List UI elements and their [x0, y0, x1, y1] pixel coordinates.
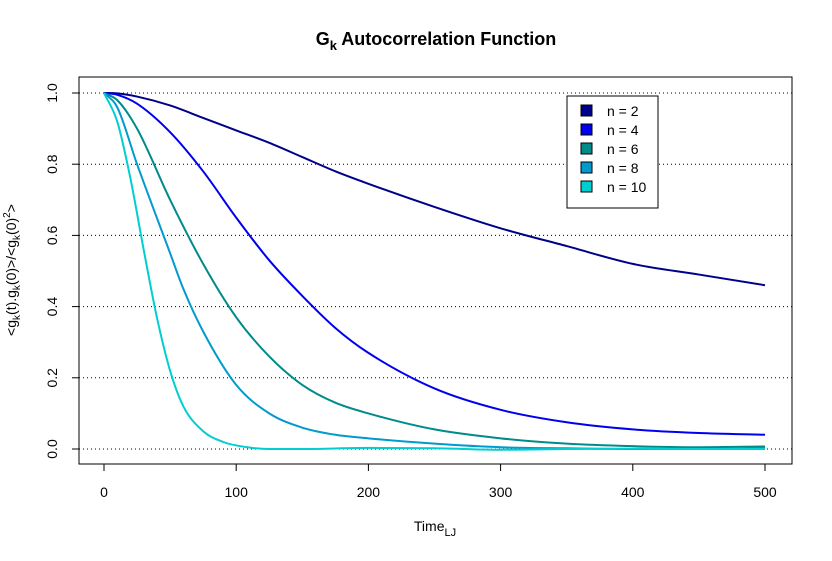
chart-title: Gk Autocorrelation Function [316, 29, 557, 53]
y-tick-label: 1.0 [44, 83, 60, 103]
legend-swatch [580, 104, 593, 117]
y-axis-label-part: > [3, 204, 19, 212]
y-axis-label-part: k [12, 284, 23, 290]
y-axis-label-part: (0)>/<g [3, 240, 19, 285]
y-axis-label-part: (0) [3, 218, 19, 235]
series-line-n6 [103, 92, 766, 449]
series-line-n2 [103, 92, 766, 287]
x-tick-label: 100 [225, 484, 249, 500]
plot-frame [78, 76, 793, 465]
x-tick-label: 300 [489, 484, 513, 500]
legend-label: n = 8 [607, 160, 639, 176]
series-line-n8 [103, 92, 766, 451]
legend: n = 2 n = 4 n = 6 n = 8 n = 10 [566, 95, 659, 209]
y-axis-label: <gk(t).gk(0)>/<gk(0)2> [2, 204, 23, 336]
y-axis-label-part: <g [3, 320, 19, 336]
y-tick-label: 0.6 [44, 225, 60, 245]
y-tick-label: 0.8 [44, 154, 60, 174]
x-tick-label: 400 [621, 484, 645, 500]
legend-label: n = 10 [607, 179, 647, 195]
x-axis-label-main: Time [414, 518, 445, 534]
x-axis-label-sub: LJ [444, 527, 456, 539]
chart-title-main: G [316, 29, 330, 49]
legend-swatch [580, 180, 593, 193]
y-tick-label: 0.4 [44, 297, 60, 317]
x-tick-label: 0 [100, 484, 108, 500]
chart-title-sub: k [330, 38, 338, 53]
x-tick-label: 200 [357, 484, 381, 500]
y-axis-label-part: k [12, 314, 23, 320]
legend-swatch [580, 123, 593, 136]
y-tick-label: 0.0 [44, 439, 60, 459]
y-axis-label-part: 2 [2, 212, 13, 218]
legend-label: n = 6 [607, 141, 639, 157]
chart-title-rest: Autocorrelation Function [337, 29, 556, 49]
legend-swatch [580, 142, 593, 155]
grid-layer [79, 92, 792, 450]
legend-label: n = 4 [607, 122, 639, 138]
axis-layer: 0 100 200 300 400 500 0.0 0.2 0.4 0.6 0.8 1.0 [44, 83, 777, 500]
x-tick-label: 500 [753, 484, 777, 500]
legend-label: n = 2 [607, 103, 639, 119]
legend-swatch [580, 161, 593, 174]
y-axis-label-part: (t).g [3, 290, 19, 315]
y-axis-label-part: k [12, 234, 23, 240]
series-line-n10 [103, 92, 765, 451]
y-tick-label: 0.2 [44, 368, 60, 388]
series-line-n4 [103, 92, 766, 436]
series-layer [103, 92, 766, 451]
x-axis-label: TimeLJ [414, 518, 456, 539]
